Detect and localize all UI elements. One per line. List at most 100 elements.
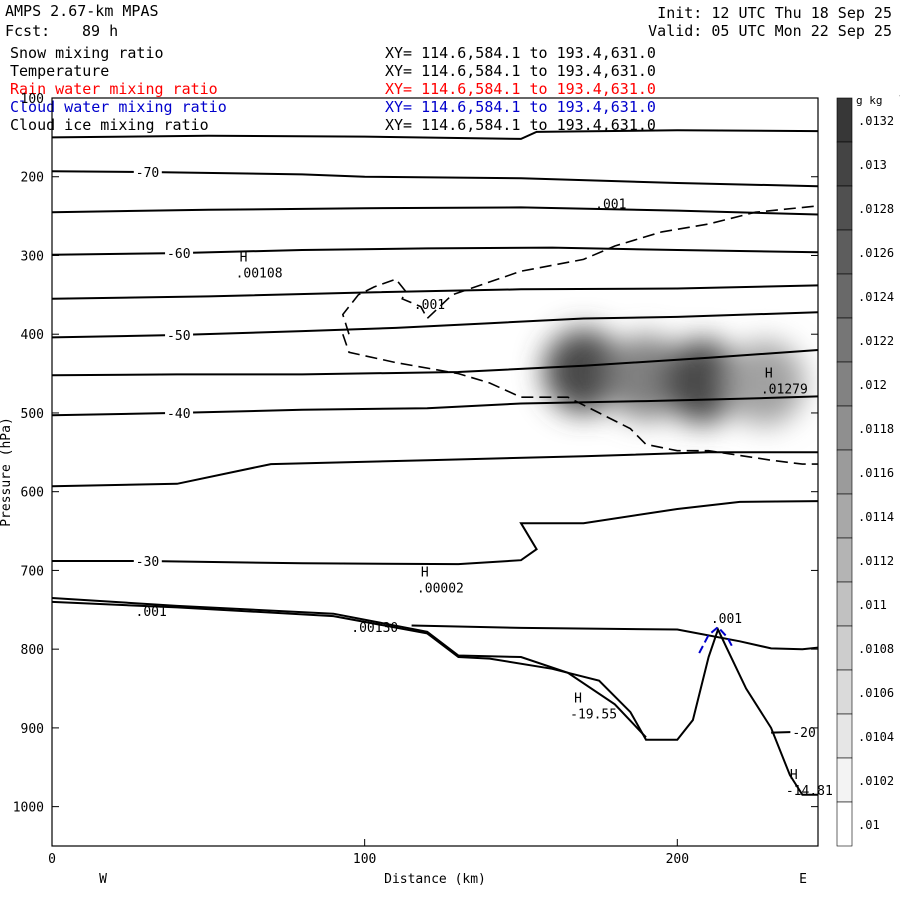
contour-label-bg — [133, 553, 162, 569]
high-marker: H — [421, 566, 429, 581]
colorbar-swatch — [836, 537, 853, 583]
valid-time: Valid: 05 UTC Mon 22 Sep 25 — [648, 22, 892, 40]
colorbar-label: .0124 — [858, 290, 894, 304]
temperature-isotherm — [52, 206, 818, 216]
annotation-value: .001 — [595, 197, 626, 212]
high-marker: H — [765, 366, 773, 381]
colorbar-swatch — [836, 757, 853, 803]
y-tick-label: 600 — [21, 486, 44, 501]
high-marker: H — [790, 768, 798, 783]
colorbar-swatch — [836, 581, 853, 627]
snow-shade-cell — [543, 329, 624, 414]
annotation-value: .00108 — [236, 267, 283, 282]
forecast-hours: 89 h — [82, 22, 119, 40]
plot-frame — [51, 97, 819, 847]
x-tick-label: 100 — [353, 852, 376, 867]
y-tick-label: 300 — [21, 249, 44, 264]
temperature-isotherm — [52, 395, 818, 417]
colorbar-label: .0128 — [858, 202, 894, 216]
contour-label-bg — [790, 724, 819, 740]
temperature-isotherm — [52, 311, 818, 339]
temperature-isotherm — [411, 624, 818, 651]
terrain-line — [52, 597, 647, 738]
colorbar-label: .01 — [858, 818, 880, 832]
colorbar-swatch — [836, 229, 853, 275]
colorbar-unit: g kg — [856, 94, 883, 107]
colorbar-label: .0126 — [858, 246, 894, 260]
annotation-value: -14.81 — [786, 784, 833, 799]
model-title: AMPS 2.67-km MPAS — [5, 2, 159, 20]
x-tick-label: 0 — [48, 852, 56, 867]
annotation-value: .001 — [136, 605, 167, 620]
isotherm-label: -50 — [167, 329, 190, 344]
field-name: Snow mixing ratio — [10, 44, 164, 62]
high-marker: H — [574, 692, 582, 707]
colorbar-label: .012 — [858, 378, 887, 392]
high-marker: H — [240, 251, 248, 266]
colorbar-label: .0108 — [858, 642, 894, 656]
field-name: Temperature — [10, 62, 110, 80]
contour-label-bg — [165, 327, 194, 343]
temperature-isotherm — [52, 349, 818, 377]
isotherm-label: -70 — [136, 166, 159, 181]
y-tick-label: 400 — [21, 328, 44, 343]
colorbar-label: .0122 — [858, 334, 894, 348]
colorbar-label: .0112 — [858, 554, 894, 568]
y-axis-label: Pressure (hPa) — [0, 417, 14, 527]
contour-label-bg — [133, 165, 162, 181]
temperature-isotherm — [52, 170, 818, 188]
annotation-value: .00130 — [351, 621, 398, 636]
colorbar-swatch — [836, 361, 853, 407]
field-xy-range: XY= 114.6,584.1 to 193.4,631.0 — [385, 80, 656, 98]
colorbar-swatch — [836, 273, 853, 319]
colorbar-swatch — [836, 97, 853, 143]
isotherm-label: -40 — [167, 407, 190, 422]
colorbar-swatch — [836, 713, 853, 759]
direction-east: E — [799, 872, 807, 887]
y-tick-label: 500 — [21, 407, 44, 422]
colorbar-label: .0132 — [858, 114, 894, 128]
colorbar-label: .0102 — [858, 774, 894, 788]
direction-west: W — [99, 872, 107, 887]
annotation-value: -19.55 — [570, 708, 617, 723]
annotation-value: .01279 — [761, 382, 808, 397]
colorbar-label: .0114 — [858, 510, 894, 524]
colorbar-unit-exponent: -1 — [898, 91, 900, 101]
annotation-value: .00002 — [417, 582, 464, 597]
isotherm-label: -20 — [792, 726, 815, 741]
y-tick-label: 900 — [21, 722, 44, 737]
isotherm-label: -30 — [136, 555, 159, 570]
colorbar-swatch — [836, 317, 853, 363]
y-tick-label: 100 — [21, 92, 44, 107]
x-axis-label: Distance (km) — [384, 872, 486, 887]
y-tick-label: 1000 — [13, 801, 44, 816]
annotation-value: .001 — [414, 298, 445, 313]
forecast-label: Fcst: — [5, 22, 51, 40]
field-name: Rain water mixing ratio — [10, 80, 218, 98]
annotation-value: .001 — [711, 612, 742, 627]
cloud-ice-contour — [342, 333, 818, 465]
y-tick-label: 800 — [21, 643, 44, 658]
temperature-isotherm — [52, 451, 818, 488]
colorbar-swatch — [836, 141, 853, 187]
colorbar-label: .0118 — [858, 422, 894, 436]
cloud-water-contour — [698, 625, 735, 654]
temperature-isotherm — [52, 129, 818, 140]
colorbar-swatch — [836, 801, 853, 847]
field-name: Cloud ice mixing ratio — [10, 116, 209, 134]
snow-shading — [543, 329, 805, 426]
y-tick-label: 700 — [21, 564, 44, 579]
temperature-isotherm — [52, 284, 818, 300]
terrain-line — [52, 600, 818, 796]
field-name: Cloud water mixing ratio — [10, 98, 227, 116]
field-xy-range: XY= 114.6,584.1 to 193.4,631.0 — [385, 44, 656, 62]
colorbar-swatch — [836, 625, 853, 671]
temperature-isotherm — [52, 500, 818, 566]
cloud-ice-contour — [341, 205, 818, 335]
y-tick-label: 200 — [21, 171, 44, 186]
isotherm-label: -60 — [167, 247, 190, 262]
colorbar-swatch — [836, 449, 853, 495]
init-time: Init: 12 UTC Thu 18 Sep 25 — [657, 4, 892, 22]
colorbar-label: .0116 — [858, 466, 894, 480]
colorbar-label: .011 — [858, 598, 887, 612]
